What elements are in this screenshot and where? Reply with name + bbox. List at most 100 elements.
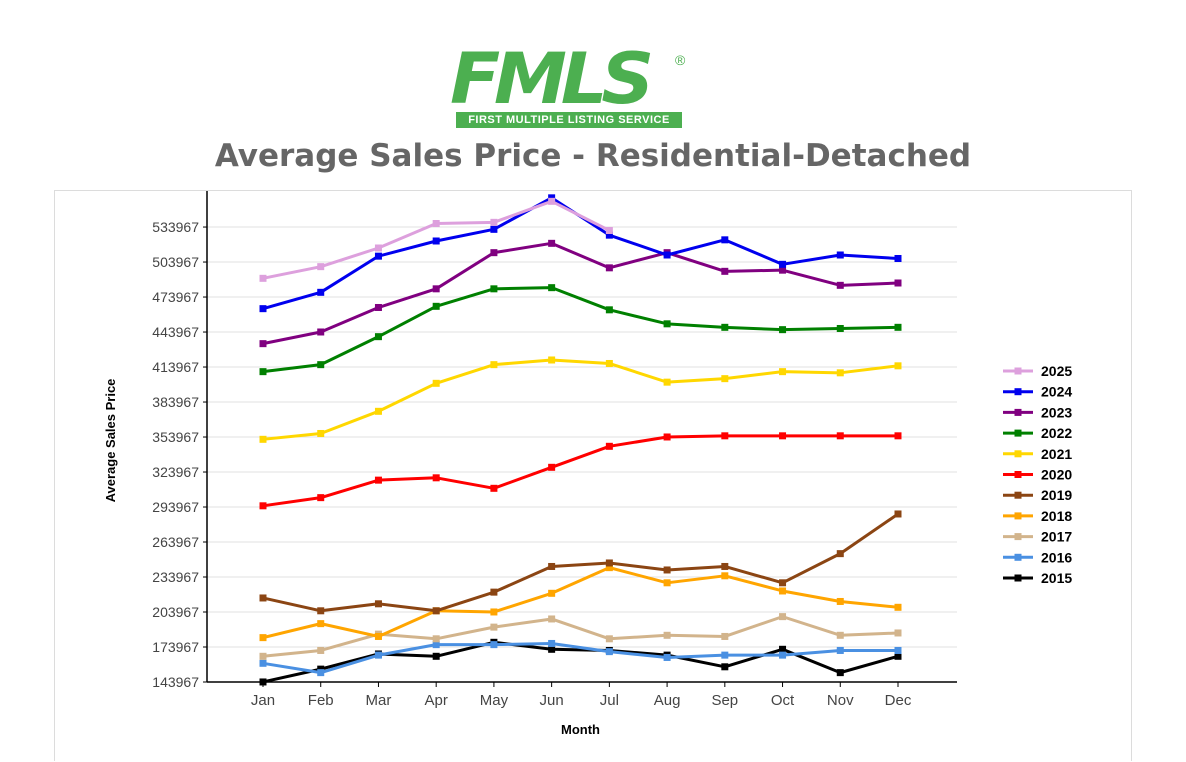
data-point xyxy=(779,432,787,440)
data-point xyxy=(721,432,729,440)
data-point xyxy=(548,463,556,471)
data-point xyxy=(605,635,613,643)
data-point xyxy=(605,559,613,567)
page-title: Average Sales Price - Residential-Detach… xyxy=(214,138,972,174)
series-line-2023 xyxy=(262,241,899,346)
data-point xyxy=(374,407,382,415)
data-point xyxy=(663,251,671,259)
data-point xyxy=(894,323,902,331)
data-point xyxy=(836,251,844,259)
legend: 2025 2024 2023 2022 2021 2020 2019 2018 2017 2016… xyxy=(1003,363,1072,586)
legend-swatch-marker xyxy=(1014,388,1022,396)
series-2023 xyxy=(259,239,902,348)
line-chart: 143967 173967 203967 233967 263967 293967 3239… xyxy=(103,191,1072,737)
data-point xyxy=(894,254,902,262)
data-point xyxy=(779,613,787,621)
legend-label: 2025 xyxy=(1041,363,1072,379)
series-line-2020 xyxy=(262,434,898,508)
data-point xyxy=(548,645,556,653)
legend-swatch-marker xyxy=(1014,450,1022,458)
y-tick-label: 293967 xyxy=(152,499,199,515)
data-point xyxy=(894,279,902,287)
data-point xyxy=(663,579,671,587)
legend-item-2024: 2024 xyxy=(1003,384,1072,400)
series-lines xyxy=(259,194,902,686)
fmls-logo: FMLS ® FIRST MULTIPLE LISTING SERVICE xyxy=(450,44,695,130)
data-point xyxy=(836,631,844,639)
data-point xyxy=(374,651,382,659)
data-point xyxy=(605,306,613,314)
data-point xyxy=(779,266,787,274)
data-point xyxy=(836,669,844,677)
legend-item-2018: 2018 xyxy=(1003,508,1072,524)
y-axis-label: Average Sales Price xyxy=(103,379,118,503)
series-2025 xyxy=(259,197,613,282)
data-point xyxy=(374,333,382,341)
legend-item-2023: 2023 xyxy=(1003,404,1072,420)
data-point xyxy=(432,607,440,615)
data-point xyxy=(259,502,267,510)
legend-swatch-marker xyxy=(1014,512,1022,520)
data-point xyxy=(548,356,556,364)
data-point xyxy=(894,603,902,611)
series-2020 xyxy=(259,432,902,510)
data-point xyxy=(721,236,729,244)
series-2017 xyxy=(259,613,902,660)
legend-label: 2020 xyxy=(1041,467,1072,483)
data-point xyxy=(663,653,671,661)
data-point xyxy=(259,340,267,348)
data-point xyxy=(259,368,267,376)
data-point xyxy=(779,368,787,376)
legend-item-2017: 2017 xyxy=(1003,529,1072,545)
x-tick-label: May xyxy=(480,692,509,709)
data-point xyxy=(779,587,787,595)
legend-label: 2023 xyxy=(1041,404,1072,420)
x-tick-label: Sep xyxy=(711,692,738,709)
data-point xyxy=(836,432,844,440)
data-point xyxy=(432,635,440,643)
series-2019 xyxy=(259,510,902,615)
data-point xyxy=(779,326,787,334)
legend-swatch-marker xyxy=(1014,408,1022,416)
legend-label: 2015 xyxy=(1041,570,1072,586)
series-2022 xyxy=(259,284,902,376)
y-tick-label: 533967 xyxy=(152,219,199,235)
legend-item-2016: 2016 xyxy=(1003,549,1072,565)
data-point xyxy=(259,305,267,313)
logo-subtitle: FIRST MULTIPLE LISTING SERVICE xyxy=(456,112,682,128)
data-point xyxy=(374,303,382,311)
data-point xyxy=(779,645,787,653)
data-point xyxy=(490,249,498,257)
data-point xyxy=(317,263,325,271)
series-2024 xyxy=(259,194,902,313)
data-point xyxy=(259,652,267,660)
y-tick-label: 503967 xyxy=(152,254,199,270)
data-point xyxy=(259,659,267,667)
data-point xyxy=(317,361,325,369)
x-tick-label: Apr xyxy=(425,692,448,709)
data-point xyxy=(548,284,556,292)
data-point xyxy=(317,288,325,296)
data-point xyxy=(317,607,325,615)
data-point xyxy=(432,652,440,660)
legend-label: 2019 xyxy=(1041,487,1072,503)
data-point xyxy=(490,225,498,233)
legend-item-2021: 2021 xyxy=(1003,446,1072,462)
data-point xyxy=(317,494,325,502)
x-tick-label: Nov xyxy=(827,692,854,709)
y-tick-label: 143967 xyxy=(152,674,199,690)
data-point xyxy=(548,589,556,597)
data-point xyxy=(432,641,440,649)
legend-swatch-marker xyxy=(1014,367,1022,375)
data-point xyxy=(836,550,844,558)
series-line-2016 xyxy=(262,641,898,675)
y-tick-label: 323967 xyxy=(152,464,199,480)
data-point xyxy=(779,579,787,587)
data-point xyxy=(605,226,613,234)
data-point xyxy=(721,572,729,580)
legend-label: 2021 xyxy=(1041,446,1072,462)
y-tick-label: 233967 xyxy=(152,569,199,585)
data-point xyxy=(605,264,613,272)
data-point xyxy=(490,608,498,616)
legend-item-2019: 2019 xyxy=(1003,487,1072,503)
